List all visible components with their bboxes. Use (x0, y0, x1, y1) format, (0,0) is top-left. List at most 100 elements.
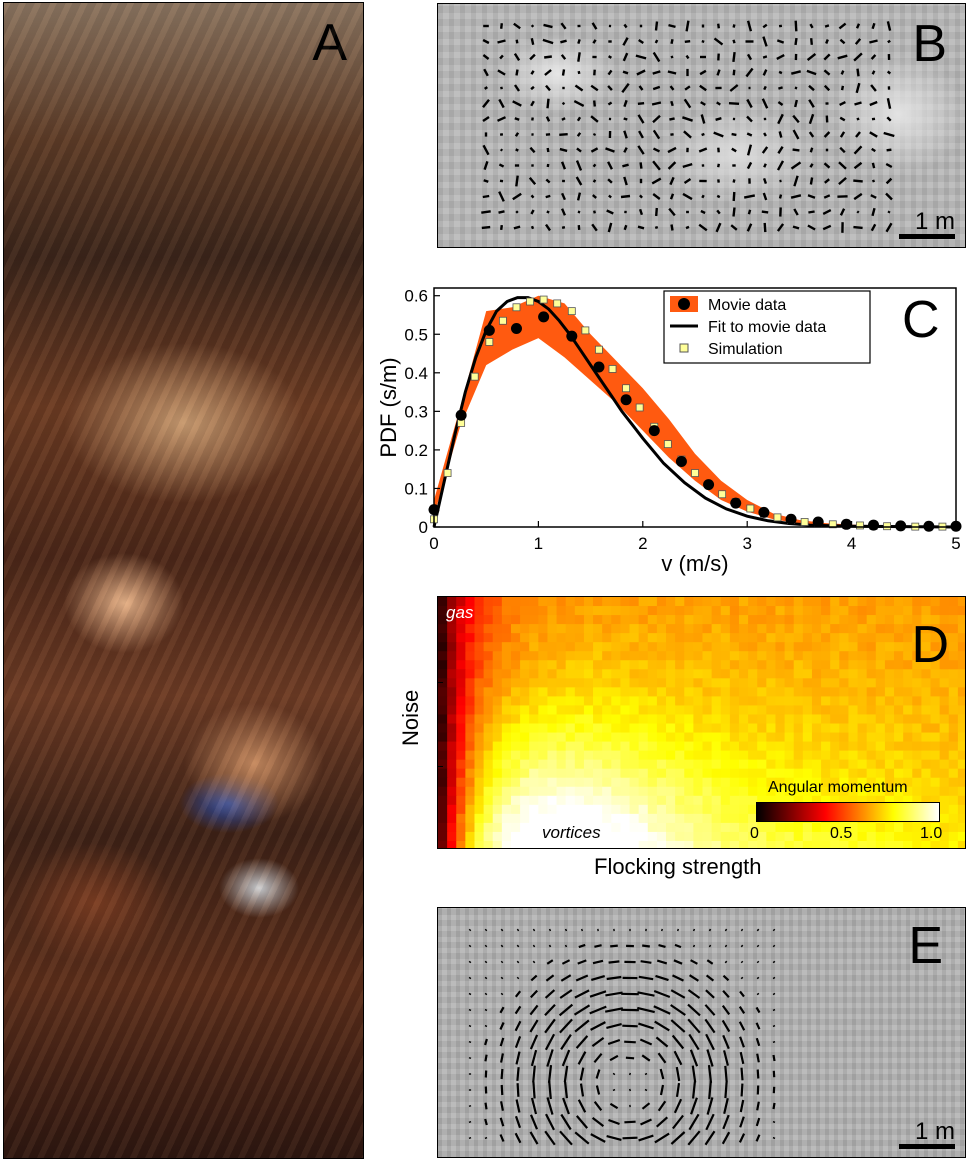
velocity-vector (592, 959, 604, 965)
heatmap-cell (638, 750, 649, 761)
heatmap-cell (711, 786, 722, 797)
heatmap-cell (811, 786, 822, 797)
heatmap-cell (438, 714, 448, 725)
heatmap-cell (903, 840, 913, 848)
heatmap-cell (510, 831, 521, 842)
heatmap-cell (465, 759, 476, 770)
heatmap-cell (611, 642, 622, 652)
velocity-vector (481, 210, 491, 214)
heatmap-cell (930, 633, 941, 643)
heatmap-cell (811, 795, 822, 806)
movie-data-point (868, 519, 880, 531)
heatmap-cell (921, 606, 932, 616)
heatmap-cell (884, 759, 895, 770)
velocity-vector (772, 1008, 776, 1012)
heatmap-cell (866, 786, 877, 797)
heatmap-cell (593, 687, 603, 697)
velocity-vector (756, 960, 760, 964)
heatmap-cell (702, 651, 713, 661)
velocity-vector (516, 928, 520, 932)
heatmap-cell (848, 615, 859, 625)
velocity-vector (871, 70, 876, 75)
heatmap-cell (647, 822, 658, 833)
heatmap-cell (729, 786, 740, 797)
movie-data-point (923, 520, 935, 532)
heatmap-cell (839, 714, 850, 725)
heatmap-cell (684, 723, 694, 734)
simulation-point (663, 440, 672, 449)
heatmap-cell (811, 615, 822, 625)
heatmap-cell (738, 831, 749, 842)
heatmap-cell (748, 750, 758, 761)
velocity-vector (468, 1024, 472, 1028)
velocity-vector (530, 100, 535, 107)
heatmap-cell (593, 777, 603, 788)
heatmap-cell (875, 768, 886, 779)
heatmap-cell (684, 606, 694, 616)
heatmap-cell (729, 804, 740, 815)
heatmap-cell (583, 624, 594, 634)
velocity-vector (532, 1081, 536, 1099)
heatmap-cell (638, 714, 649, 725)
heatmap-cell (766, 660, 777, 670)
heatmap-cell (529, 723, 539, 734)
heatmap-cell (811, 642, 822, 652)
heatmap-cell (693, 840, 704, 848)
heatmap-cell (583, 750, 594, 761)
heatmap-cell (738, 777, 749, 788)
heatmap-cell (629, 660, 640, 670)
velocity-vector (530, 209, 535, 215)
heatmap-cell (711, 687, 722, 697)
heatmap-cell (857, 597, 868, 607)
heatmap-cell (593, 624, 603, 634)
heatmap-cell (830, 786, 840, 797)
heatmap-cell (501, 687, 512, 697)
velocity-vector (652, 114, 661, 124)
velocity-vector (856, 68, 860, 77)
heatmap-cell (501, 786, 512, 797)
heatmap-cell (593, 723, 603, 734)
heatmap-cell (939, 678, 950, 688)
heatmap-cell (912, 732, 922, 743)
heatmap-cell (538, 723, 549, 734)
heatmap-cell (456, 732, 466, 743)
velocity-vector (740, 1083, 744, 1097)
heatmap-cell (693, 678, 704, 688)
heatmap-cell (556, 606, 567, 616)
heatmap-cell (748, 732, 758, 743)
velocity-vector (792, 114, 800, 124)
velocity-vector (468, 976, 472, 980)
heatmap-cell (720, 624, 731, 634)
heatmap-cell (675, 678, 685, 688)
heatmap-cell (939, 831, 950, 842)
velocity-vector (794, 20, 798, 32)
velocity-vector (547, 1064, 553, 1084)
heatmap-cell (720, 804, 731, 815)
y-tick-label: 0.1 (404, 479, 428, 498)
heatmap-cell (538, 813, 549, 824)
heatmap-cell (748, 678, 758, 688)
heatmap-cell (857, 678, 868, 688)
heatmap-cell (447, 786, 457, 797)
heatmap-cell (684, 615, 694, 625)
heatmap-cell (565, 732, 576, 743)
velocity-vector (500, 944, 504, 948)
heatmap-cell (857, 696, 868, 707)
heatmap-cell (830, 624, 840, 634)
heatmap-cell (447, 660, 457, 670)
legend-marker-movie (678, 298, 690, 310)
velocity-vector (577, 1051, 587, 1065)
heatmap-cell (711, 615, 722, 625)
heatmap-cell (520, 606, 530, 616)
velocity-vector (755, 1022, 761, 1030)
velocity-vector (869, 39, 878, 44)
heatmap-cell (565, 696, 576, 707)
heatmap-cell (903, 705, 913, 716)
velocity-vector (500, 928, 504, 932)
heatmap-cell (948, 669, 959, 679)
heatmap-cell (565, 840, 576, 848)
heatmap-cell (583, 633, 594, 643)
heatmap-cell (957, 597, 965, 607)
velocity-vector (776, 160, 785, 171)
heatmap-cell (483, 786, 494, 797)
